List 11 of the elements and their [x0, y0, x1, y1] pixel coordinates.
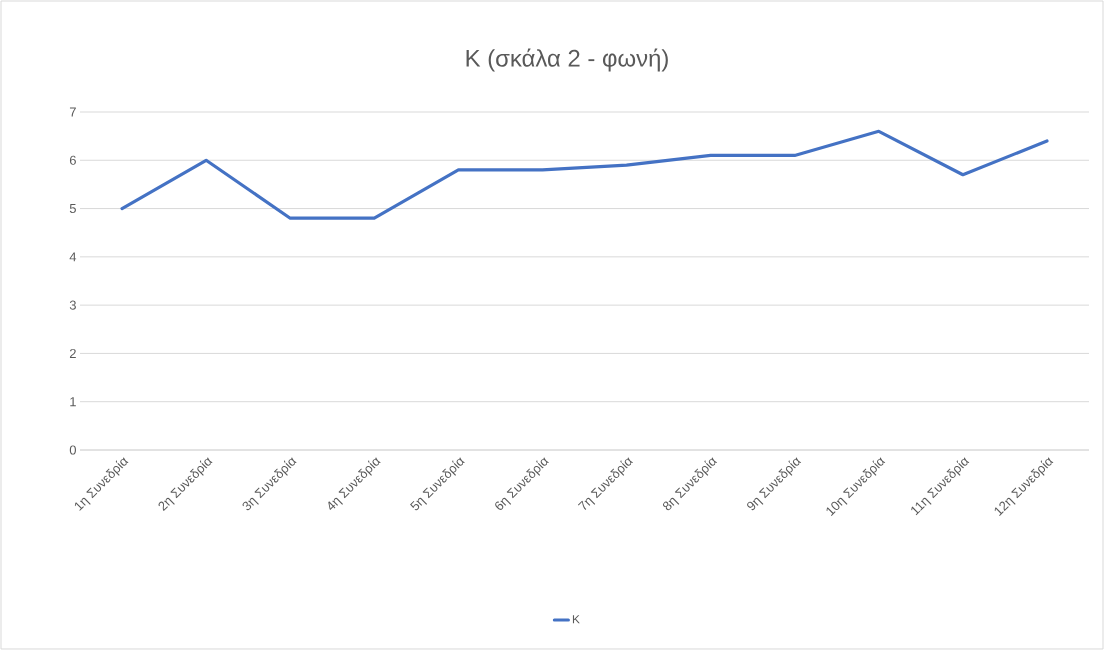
y-tick-label: 6	[69, 155, 76, 165]
y-tick-label: 4	[69, 252, 77, 262]
y-tick-label: 1	[70, 397, 76, 407]
y-tick-label: 3	[69, 300, 76, 310]
y-tick-label: 7	[69, 107, 76, 117]
y-tick-label: 2	[69, 348, 76, 358]
line-series	[120, 129, 1049, 220]
chart-title: Κ (σκάλα 2 - φωνή)	[466, 48, 668, 72]
y-tick-label: 5	[69, 204, 76, 214]
y-tick-label: 0	[69, 445, 76, 455]
legend-label: Κ	[572, 615, 580, 624]
